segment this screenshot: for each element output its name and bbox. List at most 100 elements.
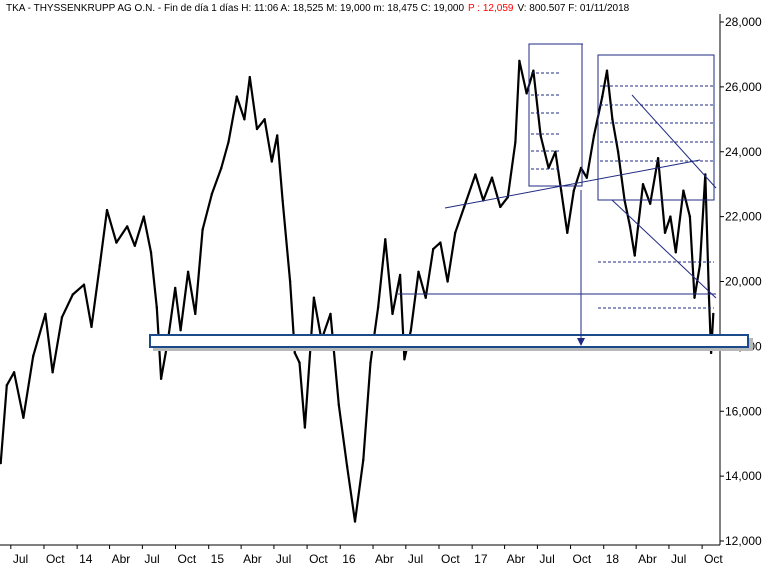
y-tick-label: 12,000	[725, 534, 762, 548]
price-point	[155, 306, 158, 309]
price-point	[439, 241, 442, 244]
price-point	[105, 208, 109, 212]
price-point	[693, 296, 696, 299]
price-point	[391, 312, 394, 316]
price-point	[194, 312, 197, 316]
price-point	[669, 215, 672, 218]
price-point	[5, 384, 8, 387]
x-tick-label: Abr	[375, 552, 394, 565]
y-tick-label: 24,000	[725, 145, 762, 159]
price-point	[293, 351, 296, 355]
price-point	[709, 351, 713, 355]
x-tick-label: Oct	[46, 552, 65, 565]
price-point	[227, 140, 230, 144]
price-point	[303, 426, 307, 429]
price-point	[345, 465, 349, 468]
price-point	[22, 416, 25, 419]
price-point	[592, 134, 596, 137]
price-point	[633, 254, 636, 257]
price-point	[149, 251, 153, 254]
price-series	[0, 59, 715, 523]
y-tick-label: 14,000	[725, 469, 762, 483]
price-point	[518, 59, 521, 63]
price-point	[424, 296, 427, 299]
technical-annotations	[149, 43, 753, 351]
price-point	[369, 361, 372, 364]
price-point	[32, 354, 35, 358]
descending-support-line	[611, 199, 717, 299]
price-point	[499, 205, 502, 209]
price-point	[201, 228, 204, 231]
price-point	[601, 95, 604, 98]
x-tick-label: 15	[211, 552, 225, 565]
price-point	[663, 231, 667, 234]
price-point	[312, 296, 316, 299]
price-point	[514, 140, 517, 144]
x-tick-label: 18	[606, 552, 620, 565]
price-point	[276, 134, 279, 137]
price-point	[126, 225, 129, 228]
price-point	[281, 199, 284, 202]
price-point	[628, 225, 632, 228]
price-point	[585, 176, 588, 179]
y-tick-label: 20,000	[725, 275, 762, 289]
price-point	[605, 69, 609, 72]
price-point	[133, 244, 136, 247]
y-axis-ticks: 12,00014,00016,00018,00020,00022,00024,0…	[720, 15, 762, 548]
y-tick-label: 28,000	[725, 15, 762, 29]
price-point	[649, 202, 652, 205]
price-point	[560, 189, 563, 192]
price-point	[186, 270, 190, 273]
price-point	[656, 157, 660, 160]
price-point	[446, 280, 449, 283]
price-point	[362, 458, 365, 462]
x-tick-label: Abr	[112, 552, 131, 565]
price-point	[82, 283, 86, 286]
price-point	[572, 189, 575, 192]
price-point	[174, 286, 177, 290]
price-point	[532, 69, 535, 72]
price-point	[539, 134, 542, 137]
price-point	[337, 403, 340, 406]
price-point	[641, 183, 645, 186]
price-point	[60, 316, 64, 319]
price-point	[409, 329, 413, 332]
price-point	[490, 176, 494, 179]
y-tick-label: 16,000	[725, 404, 762, 418]
price-point	[263, 118, 266, 121]
y-tick-label: 22,000	[725, 210, 762, 224]
x-tick-label: Abr	[507, 552, 526, 565]
price-point	[235, 95, 238, 98]
support-zone-rectangle	[149, 334, 749, 348]
price-point	[698, 264, 702, 267]
price-point	[525, 92, 528, 95]
price-point	[474, 173, 477, 176]
price-point	[44, 312, 47, 316]
price-point	[0, 461, 2, 465]
price-point	[712, 312, 715, 316]
price-point	[611, 118, 614, 121]
price-point	[398, 273, 402, 277]
consolidation-box-2018	[597, 54, 715, 201]
price-point	[270, 160, 273, 163]
x-tick-label: Jul	[539, 552, 554, 565]
price-point	[159, 377, 163, 380]
price-point	[90, 325, 93, 329]
price-point	[707, 296, 711, 299]
price-point	[12, 371, 16, 374]
price-point	[353, 520, 357, 523]
x-tick-label: Oct	[573, 552, 592, 565]
x-tick-label: Oct	[178, 552, 197, 565]
price-point	[463, 205, 466, 209]
x-tick-label: 14	[79, 552, 93, 565]
target-arrow-head	[577, 338, 585, 346]
x-tick-label: Jul	[144, 552, 159, 565]
x-tick-label: Oct	[441, 552, 460, 565]
price-point	[255, 127, 259, 131]
header-volume-date: V: 800.507 F: 01/11/2018	[517, 3, 629, 14]
x-tick-label: 17	[474, 552, 488, 565]
price-point	[384, 238, 387, 241]
x-tick-label: Jul	[13, 552, 28, 565]
x-tick-label: 16	[342, 552, 356, 565]
